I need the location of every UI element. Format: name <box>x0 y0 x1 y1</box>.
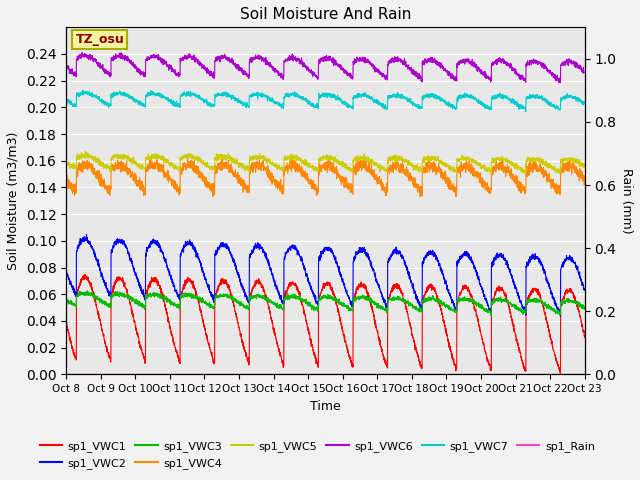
Line: sp1_VWC1: sp1_VWC1 <box>66 275 585 374</box>
sp1_VWC7 <box>522 109 529 115</box>
sp1_VWC7 <box>581 99 589 105</box>
sp1_VWC4 <box>122 163 129 169</box>
sp1_VWC2 <box>581 287 589 293</box>
sp1_Rain <box>515 372 522 377</box>
Line: sp1_VWC6: sp1_VWC6 <box>66 53 585 83</box>
sp1_Rain <box>571 372 579 377</box>
sp1_VWC4 <box>515 188 523 194</box>
Line: sp1_VWC4: sp1_VWC4 <box>66 158 585 197</box>
sp1_VWC6 <box>284 56 291 61</box>
sp1_Rain <box>122 372 129 377</box>
sp1_VWC5 <box>556 170 564 176</box>
sp1_VWC3 <box>515 306 523 312</box>
sp1_VWC1 <box>581 334 589 339</box>
sp1_VWC4 <box>284 162 291 168</box>
sp1_VWC1 <box>122 285 129 291</box>
sp1_VWC7 <box>152 91 160 96</box>
sp1_VWC6 <box>261 56 269 61</box>
sp1_VWC2 <box>557 313 564 319</box>
sp1_Rain <box>284 372 291 377</box>
Legend: sp1_VWC1, sp1_VWC2, sp1_VWC3, sp1_VWC4, sp1_VWC5, sp1_VWC6, sp1_VWC7, sp1_Rain: sp1_VWC1, sp1_VWC2, sp1_VWC3, sp1_VWC4, … <box>35 437 600 473</box>
sp1_VWC6 <box>571 60 579 65</box>
sp1_VWC4 <box>571 163 579 169</box>
sp1_VWC2 <box>284 246 291 252</box>
Line: sp1_VWC5: sp1_VWC5 <box>66 152 585 173</box>
sp1_VWC4 <box>417 194 424 200</box>
sp1_VWC6 <box>152 53 160 59</box>
sp1_VWC7 <box>122 92 129 97</box>
sp1_VWC4 <box>492 155 500 161</box>
sp1_Rain <box>261 372 269 377</box>
sp1_VWC1 <box>81 272 88 278</box>
Y-axis label: Soil Moisture (m3/m3): Soil Moisture (m3/m3) <box>7 132 20 270</box>
sp1_VWC3 <box>62 295 70 301</box>
sp1_VWC5 <box>515 164 523 170</box>
sp1_VWC3 <box>487 312 495 318</box>
sp1_VWC2 <box>62 265 70 271</box>
sp1_VWC3 <box>571 300 579 306</box>
sp1_VWC7 <box>147 88 154 94</box>
sp1_VWC6 <box>515 72 523 78</box>
sp1_VWC7 <box>284 92 291 97</box>
sp1_VWC5 <box>571 159 579 165</box>
sp1_VWC1 <box>284 287 291 292</box>
X-axis label: Time: Time <box>310 400 340 413</box>
Line: sp1_VWC2: sp1_VWC2 <box>66 234 585 316</box>
sp1_VWC7 <box>515 105 523 110</box>
sp1_VWC5 <box>261 155 269 161</box>
sp1_VWC4 <box>152 159 160 165</box>
sp1_VWC3 <box>152 291 160 297</box>
sp1_VWC3 <box>122 294 129 300</box>
Line: sp1_VWC3: sp1_VWC3 <box>66 291 585 315</box>
sp1_VWC5 <box>81 149 89 155</box>
sp1_Rain <box>581 372 589 377</box>
sp1_VWC2 <box>571 261 579 267</box>
sp1_VWC2 <box>83 231 90 237</box>
sp1_VWC1 <box>557 371 564 377</box>
sp1_Rain <box>62 372 70 377</box>
sp1_Rain <box>152 372 160 377</box>
sp1_VWC2 <box>152 239 160 244</box>
sp1_VWC6 <box>62 60 70 66</box>
sp1_VWC6 <box>556 80 564 85</box>
sp1_VWC3 <box>284 294 291 300</box>
sp1_VWC1 <box>261 293 269 299</box>
sp1_VWC1 <box>152 278 160 284</box>
sp1_VWC2 <box>261 249 269 255</box>
Text: TZ_osu: TZ_osu <box>76 33 124 46</box>
sp1_VWC6 <box>581 70 589 75</box>
sp1_VWC4 <box>581 177 589 182</box>
Line: sp1_VWC7: sp1_VWC7 <box>66 91 585 112</box>
sp1_VWC5 <box>581 164 589 170</box>
sp1_VWC1 <box>515 348 523 353</box>
sp1_VWC6 <box>122 54 129 60</box>
sp1_VWC3 <box>261 296 269 302</box>
sp1_VWC5 <box>122 155 129 161</box>
sp1_VWC5 <box>284 156 291 162</box>
Title: Soil Moisture And Rain: Soil Moisture And Rain <box>240 7 411 22</box>
sp1_VWC7 <box>62 97 70 103</box>
sp1_VWC2 <box>515 295 523 301</box>
sp1_VWC4 <box>62 172 70 178</box>
sp1_VWC5 <box>62 158 70 164</box>
sp1_VWC2 <box>122 244 129 250</box>
sp1_VWC4 <box>261 165 269 171</box>
sp1_VWC7 <box>571 96 579 101</box>
sp1_VWC6 <box>78 50 86 56</box>
sp1_VWC3 <box>83 288 91 294</box>
sp1_VWC3 <box>581 304 589 310</box>
sp1_VWC7 <box>261 92 269 98</box>
sp1_VWC5 <box>152 151 160 156</box>
sp1_VWC1 <box>62 318 70 324</box>
Y-axis label: Rain (mm): Rain (mm) <box>620 168 633 234</box>
sp1_VWC1 <box>571 294 579 300</box>
